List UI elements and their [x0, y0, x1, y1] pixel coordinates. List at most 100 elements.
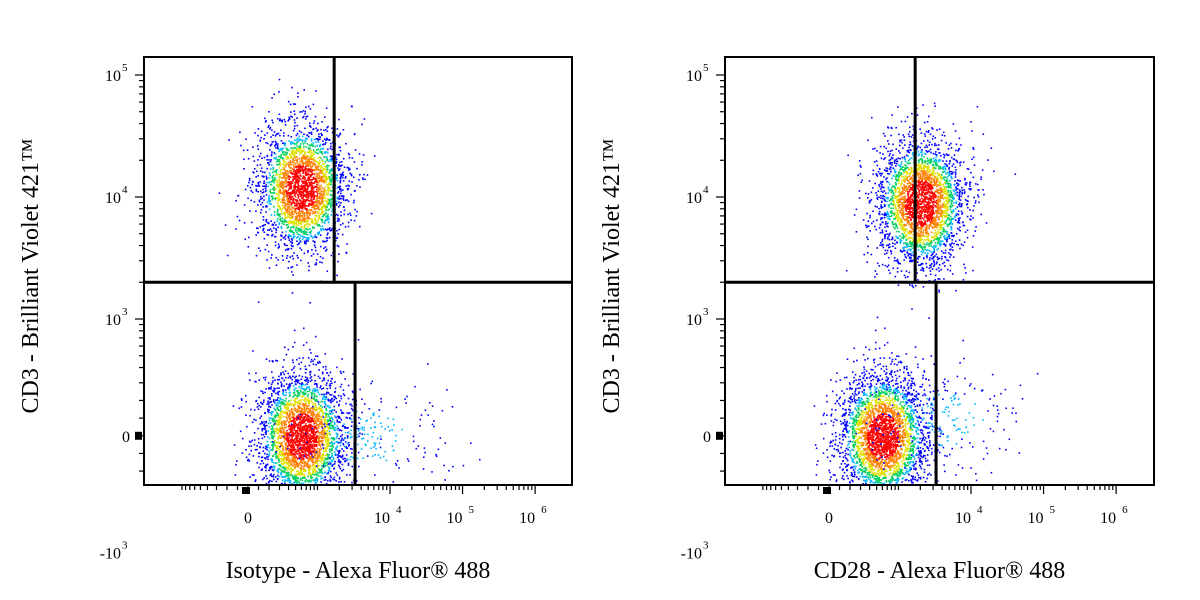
event-dot	[294, 479, 296, 481]
event-dot	[306, 402, 308, 404]
event-dot	[297, 434, 299, 436]
event-dot	[335, 411, 337, 413]
event-dot	[321, 178, 323, 180]
event-dot	[305, 168, 307, 170]
event-dot	[328, 443, 330, 445]
event-dot	[294, 113, 296, 115]
event-dot	[303, 143, 305, 145]
event-dot	[311, 152, 313, 154]
event-dot	[270, 386, 272, 388]
event-dot	[287, 441, 289, 443]
event-dot	[280, 382, 282, 384]
event-dot	[329, 385, 331, 387]
event-dot	[358, 339, 360, 341]
event-dot	[318, 149, 320, 151]
event-dot	[320, 168, 322, 170]
event-dot	[321, 121, 323, 123]
event-dot	[302, 215, 304, 217]
event-dot	[317, 180, 319, 182]
event-dot	[297, 194, 299, 196]
event-dot	[305, 224, 307, 226]
event-dot	[310, 145, 312, 147]
event-dot	[302, 426, 304, 428]
event-dot	[309, 152, 311, 154]
event-dot	[291, 453, 293, 455]
event-dot	[315, 191, 317, 193]
event-dot	[327, 270, 329, 272]
event-dot	[343, 412, 345, 414]
event-dot	[303, 89, 305, 91]
event-dot	[259, 201, 261, 203]
event-dot	[314, 120, 316, 122]
event-dot	[327, 149, 329, 151]
event-dot	[336, 426, 338, 428]
event-dot	[306, 205, 308, 207]
event-dot	[308, 405, 310, 407]
event-dot	[286, 474, 288, 476]
event-dot	[319, 157, 321, 159]
event-dot	[275, 189, 277, 191]
event-dot	[326, 158, 328, 160]
event-dot	[308, 217, 310, 219]
event-dot	[252, 181, 254, 183]
event-dot	[282, 201, 284, 203]
event-dot	[273, 167, 275, 169]
event-dot	[285, 171, 287, 173]
event-dot	[292, 255, 294, 257]
event-dot	[270, 168, 272, 170]
event-dot	[256, 190, 258, 192]
event-dot	[249, 460, 251, 462]
event-dot	[341, 419, 343, 421]
event-dot	[340, 395, 342, 397]
event-dot	[295, 227, 297, 229]
event-dot	[326, 177, 328, 179]
event-dot	[323, 188, 325, 190]
event-dot	[290, 181, 292, 183]
event-dot	[364, 179, 366, 181]
event-dot	[275, 453, 277, 455]
event-dot	[316, 138, 318, 140]
event-dot	[288, 437, 290, 439]
event-dot	[287, 197, 289, 199]
event-dot	[287, 388, 289, 390]
event-dot	[303, 176, 305, 178]
event-dot	[330, 158, 332, 160]
event-dot	[250, 409, 252, 411]
event-dot	[316, 460, 318, 462]
event-dot	[287, 478, 289, 480]
event-dot	[287, 152, 289, 154]
event-dot	[269, 360, 271, 362]
event-dot	[265, 188, 267, 190]
event-dot	[309, 164, 311, 166]
event-dot	[348, 185, 350, 187]
event-dot	[345, 143, 347, 145]
event-dot	[254, 439, 256, 441]
event-dot	[267, 459, 269, 461]
event-dot	[277, 475, 279, 477]
event-dot	[288, 140, 290, 142]
event-dot	[325, 455, 327, 457]
event-dot	[340, 190, 342, 192]
event-dot	[280, 170, 282, 172]
event-dot	[314, 242, 316, 244]
event-dot	[259, 452, 261, 454]
event-dot	[283, 402, 285, 404]
event-dot	[269, 172, 271, 174]
event-dot	[323, 248, 325, 250]
event-dot	[316, 418, 318, 420]
event-dot	[268, 125, 270, 127]
event-dot	[271, 184, 273, 186]
event-dot	[325, 250, 327, 252]
event-dot	[301, 132, 303, 134]
event-dot	[296, 440, 298, 442]
event-dot	[286, 383, 288, 385]
event-dot	[313, 149, 315, 151]
event-dot	[308, 357, 310, 359]
event-dot	[309, 389, 311, 391]
event-dot	[304, 163, 306, 165]
event-dot	[338, 154, 340, 156]
event-dot	[329, 209, 331, 211]
event-dot	[321, 416, 323, 418]
event-dot	[319, 177, 321, 179]
event-dot	[296, 181, 298, 183]
